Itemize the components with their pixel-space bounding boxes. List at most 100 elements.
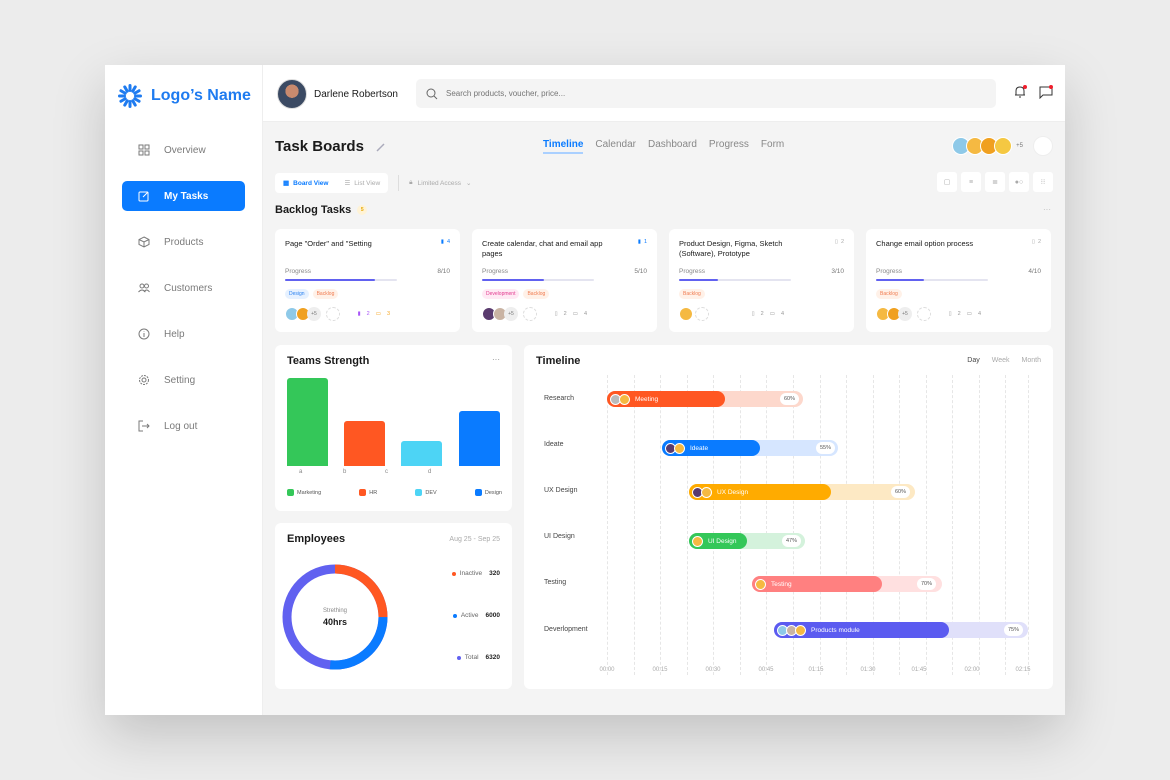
- attachment-count: 2: [366, 311, 370, 317]
- timeline-bar-research[interactable]: Meeting: [607, 391, 725, 407]
- comment-icon: ▭: [375, 311, 381, 317]
- percent-badge: 75%: [1004, 624, 1024, 636]
- card-files: ▯ 2: [1032, 239, 1041, 245]
- add-member-button[interactable]: [326, 307, 340, 321]
- logo-name: Logo’s Name: [151, 87, 251, 104]
- pencil-icon[interactable]: [376, 142, 386, 152]
- task-card[interactable]: Product Design, Figma, Sketch (Software)…: [669, 229, 854, 332]
- task-card[interactable]: Create calendar, chat and email app page…: [472, 229, 657, 332]
- user-profile[interactable]: Darlene Robertson: [277, 79, 398, 109]
- card-title: Change email option process: [876, 239, 974, 248]
- document-check-button[interactable]: ▢: [937, 172, 957, 192]
- notifications-button[interactable]: [1013, 85, 1027, 99]
- task-card[interactable]: Page "Order" and "Setting ▮ 4 Progress 8/…: [275, 229, 460, 332]
- percent-badge: 70%: [917, 578, 937, 590]
- card-title: Create calendar, chat and email app page…: [482, 239, 603, 258]
- sidebar-item-customers[interactable]: Customers: [122, 273, 245, 303]
- progress-value: 4/10: [1028, 268, 1041, 275]
- add-member-button[interactable]: [695, 307, 709, 321]
- attachment-icon: ▯: [751, 311, 755, 317]
- sidebar: Logo’s Name Overview My Tasks Products C…: [105, 65, 263, 715]
- toggle-button[interactable]: ●○: [1009, 172, 1029, 192]
- tab-form[interactable]: Form: [760, 139, 785, 150]
- date-range[interactable]: Aug 25 - Sep 25: [449, 536, 500, 543]
- board-view-button[interactable]: ▦ Board View: [275, 173, 336, 193]
- messages-button[interactable]: [1039, 85, 1053, 100]
- filter-button[interactable]: ≡: [961, 172, 981, 192]
- team-avatars[interactable]: +5: [952, 136, 1053, 156]
- panel-title: Timeline: [536, 355, 581, 367]
- list-view-label: List View: [354, 179, 381, 187]
- sidebar-item-overview[interactable]: Overview: [122, 135, 245, 165]
- avatar: [701, 486, 712, 498]
- attachment-icon: ▯: [554, 311, 558, 317]
- user-name: Darlene Robertson: [314, 88, 398, 100]
- timeline-bar-ux-design[interactable]: UX Design: [689, 484, 831, 500]
- backlog-more-button[interactable]: ···: [1043, 205, 1051, 214]
- backlog-count-badge: 5: [357, 205, 368, 215]
- panel-title: Teams Strength: [287, 355, 370, 367]
- timeline-bar-testing[interactable]: Testing: [752, 576, 882, 592]
- timeline-bar-development[interactable]: Products module: [774, 622, 949, 638]
- bar-marketing[interactable]: [287, 378, 328, 466]
- tick-label: 00:15: [652, 667, 668, 673]
- task-card[interactable]: Change email option process ▯ 2 Progress …: [866, 229, 1051, 332]
- progress-value: 3/10: [831, 268, 844, 275]
- grid-line: [820, 375, 821, 675]
- gear-icon: [139, 375, 149, 385]
- task-name: UI Design: [708, 537, 737, 545]
- board-view-label: Board View: [293, 179, 329, 187]
- file-count: 4: [446, 239, 450, 245]
- sidebar-item-logout[interactable]: Log out: [122, 411, 245, 441]
- sidebar-item-my-tasks[interactable]: My Tasks: [122, 181, 245, 211]
- sort-button[interactable]: ≣: [985, 172, 1005, 192]
- grid-line: [607, 375, 608, 675]
- notification-dot: [1023, 85, 1027, 89]
- comment-icon: ▭: [769, 311, 775, 317]
- employees-legend: Inactive 320 Active 6000 Total 6320: [451, 570, 500, 696]
- range-week[interactable]: Week: [991, 357, 1010, 364]
- chart-legend: Marketing HR DEV Design: [287, 489, 502, 496]
- card-files: ▯ 2: [835, 239, 844, 245]
- more-button[interactable]: ···: [492, 355, 500, 364]
- sidebar-item-setting[interactable]: Setting: [122, 365, 245, 395]
- list-icon: ☰: [344, 180, 351, 187]
- card-footer: +5 ▯ 2 ▭ 4: [876, 307, 1041, 321]
- view-tabs: Timeline Calendar Dashboard Progress For…: [543, 139, 784, 154]
- avatar: [277, 79, 307, 109]
- sidebar-item-help[interactable]: Help: [122, 319, 245, 349]
- add-member-button[interactable]: [1033, 136, 1053, 156]
- bar-design[interactable]: [459, 411, 500, 466]
- add-member-button[interactable]: [917, 307, 931, 321]
- tab-calendar[interactable]: Calendar: [595, 139, 636, 150]
- tab-progress[interactable]: Progress: [708, 139, 749, 150]
- sidebar-item-label: Products: [164, 236, 204, 248]
- top-icons: [1013, 85, 1053, 100]
- tab-dashboard[interactable]: Dashboard: [647, 139, 697, 150]
- card-footer: +5 ▯ 2 ▭ 4: [482, 307, 647, 321]
- access-dropdown[interactable]: 🔒︎ Limited Access ⌄: [398, 175, 471, 191]
- bar-hr[interactable]: [344, 421, 385, 466]
- legend-label: Active: [460, 612, 479, 619]
- list-view-button[interactable]: ☰ List View: [336, 173, 388, 193]
- sidebar-item-products[interactable]: Products: [122, 227, 245, 257]
- card-title: Product Design, Figma, Sketch (Software)…: [679, 239, 783, 258]
- timeline-bar-ideate[interactable]: Ideate: [662, 440, 760, 456]
- logo[interactable]: Logo’s Name: [117, 83, 251, 109]
- tab-timeline[interactable]: Timeline: [543, 139, 584, 154]
- lock-icon: 🔒︎: [409, 179, 413, 186]
- backlog-title: Backlog Tasks: [275, 204, 352, 216]
- tick-label: 01:30: [860, 667, 876, 673]
- search-input[interactable]: [446, 89, 946, 98]
- grid-edit-button[interactable]: ⁝⁝: [1033, 172, 1053, 192]
- row-label: UX Design: [544, 487, 578, 494]
- avatar: [755, 578, 766, 590]
- tag-development: Development: [482, 289, 520, 299]
- range-day[interactable]: Day: [967, 357, 980, 364]
- tick-label: 01:15: [808, 667, 824, 673]
- timeline-bar-ui-design[interactable]: UI Design: [689, 533, 747, 549]
- range-month[interactable]: Month: [1021, 357, 1041, 364]
- bar-dev[interactable]: [401, 441, 442, 466]
- add-member-button[interactable]: [523, 307, 537, 321]
- legend-total: Total 6320: [452, 654, 500, 661]
